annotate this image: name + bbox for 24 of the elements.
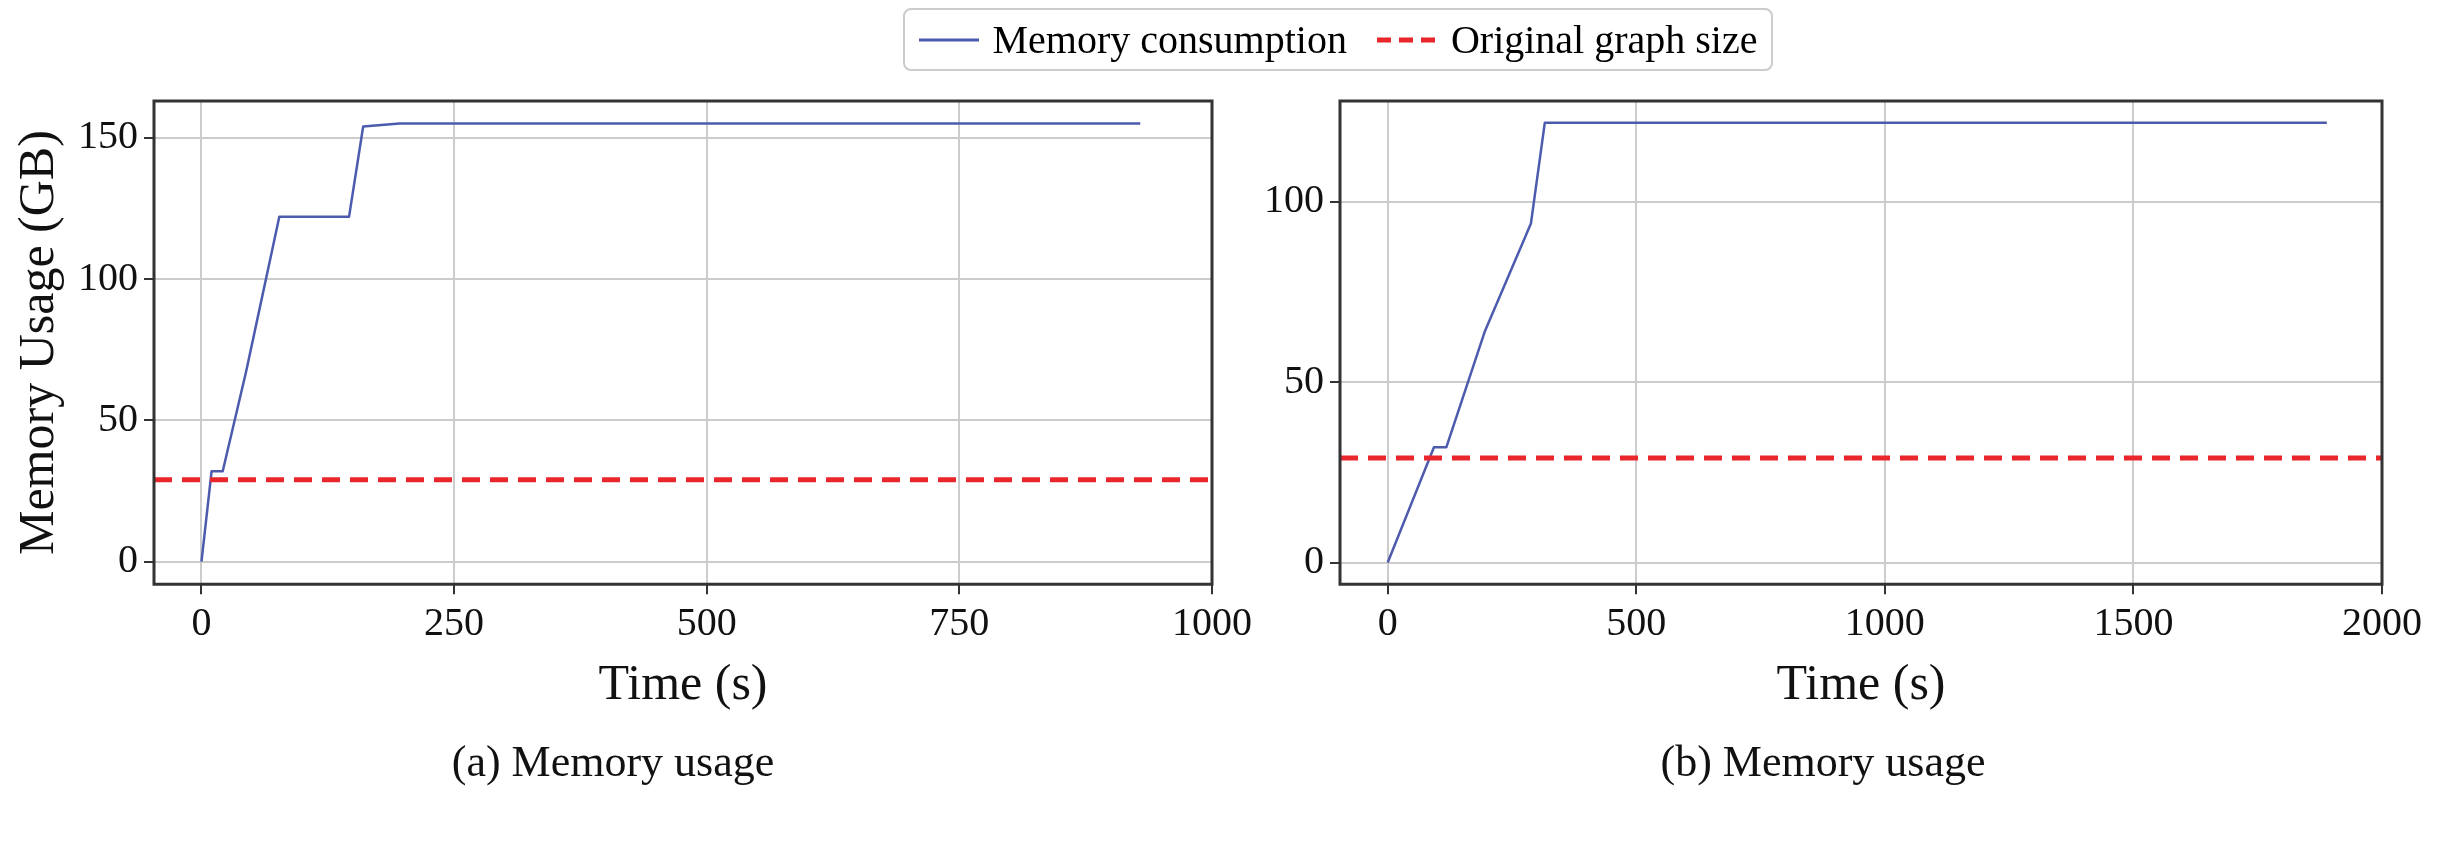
x-tick-label: 1000 bbox=[1172, 598, 1252, 644]
y-tick-label: 50 bbox=[1284, 356, 1324, 402]
y-tick-label: 0 bbox=[118, 536, 138, 582]
y-tick-label: 0 bbox=[1304, 537, 1324, 583]
y-tick-label: 100 bbox=[1264, 176, 1324, 222]
x-tick-label: 500 bbox=[1606, 598, 1667, 644]
text: (b) Memory usage bbox=[1660, 737, 1986, 787]
x-tick-label: 0 bbox=[191, 598, 212, 644]
x-tick-label: 250 bbox=[424, 598, 485, 644]
y-tick-label: 50 bbox=[98, 394, 138, 440]
x-tick-label: 500 bbox=[676, 598, 737, 644]
y-tick-label: 150 bbox=[78, 112, 138, 158]
x-tick-label: 1500 bbox=[2093, 598, 2174, 644]
legend-label: Memory consumption bbox=[992, 16, 1347, 63]
y-axis-title: Memory Usage (GB) bbox=[8, 130, 65, 556]
legend-label: Original graph size bbox=[1450, 16, 1758, 63]
x-tick-label: 0 bbox=[1377, 598, 1398, 644]
x-axis-title: Time (s) bbox=[598, 654, 768, 711]
x-tick-label: 1000 bbox=[1844, 598, 1925, 644]
y-tick-label: 100 bbox=[78, 253, 138, 299]
x-tick-label: 2000 bbox=[2342, 598, 2422, 644]
text: (a) Memory usage bbox=[451, 737, 775, 787]
x-tick-label: 750 bbox=[929, 598, 990, 644]
x-axis-title: Time (s) bbox=[1776, 654, 1946, 711]
